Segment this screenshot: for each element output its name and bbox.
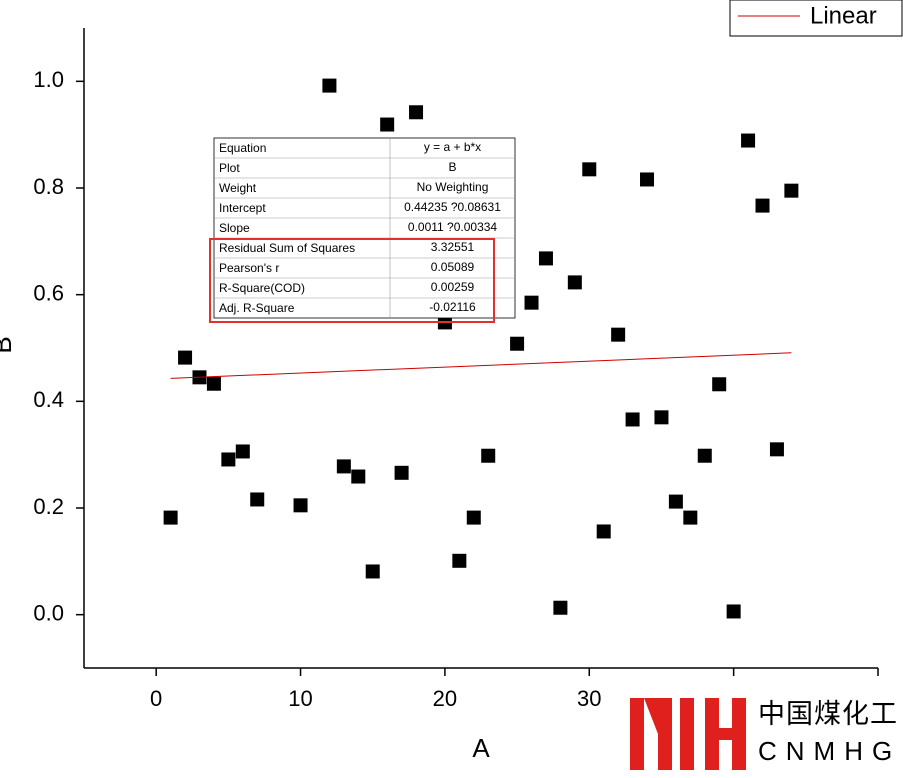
table-cell: R-Square(COD) bbox=[219, 281, 305, 295]
table-cell: 3.32551 bbox=[431, 240, 475, 254]
table-cell: Pearson's r bbox=[219, 261, 279, 275]
y-tick-label: 0.0 bbox=[33, 600, 64, 625]
y-tick-label: 0.8 bbox=[33, 174, 64, 199]
table-cell: Slope bbox=[219, 221, 250, 235]
logo-bridge bbox=[705, 728, 745, 740]
table-cell: Equation bbox=[219, 141, 266, 155]
table-cell: Plot bbox=[219, 161, 240, 175]
table-cell: Weight bbox=[219, 181, 257, 195]
watermark: 中国煤化工 CNMHG bbox=[622, 688, 903, 778]
point bbox=[293, 498, 308, 513]
highlight-box bbox=[209, 238, 495, 323]
table-cell: No Weighting bbox=[417, 180, 489, 194]
point bbox=[365, 564, 380, 579]
y-tick-label: 0.6 bbox=[33, 280, 64, 305]
point bbox=[625, 412, 640, 427]
point bbox=[553, 600, 568, 615]
point bbox=[755, 198, 770, 213]
logo-bar bbox=[630, 698, 644, 770]
watermark-code: CNMHG bbox=[758, 736, 901, 766]
point bbox=[769, 442, 784, 457]
point bbox=[510, 336, 525, 351]
point bbox=[452, 553, 467, 568]
point bbox=[683, 510, 698, 525]
table-cell: Intercept bbox=[219, 201, 266, 215]
x-tick-label: 20 bbox=[433, 686, 457, 711]
point bbox=[351, 469, 366, 484]
point bbox=[654, 410, 669, 425]
table-cell: 0.0011 ?0.00334 bbox=[408, 220, 498, 234]
logo-bar bbox=[680, 698, 694, 770]
logo-shape bbox=[644, 698, 672, 752]
x-axis-label: A bbox=[472, 733, 490, 763]
watermark-name: 中国煤化工 bbox=[758, 699, 898, 729]
y-axis-label: B bbox=[0, 336, 17, 353]
point bbox=[741, 133, 756, 148]
table-cell: Residual Sum of Squares bbox=[219, 241, 355, 255]
point bbox=[596, 524, 611, 539]
table-cell: y = a + b*x bbox=[424, 140, 481, 154]
point bbox=[221, 452, 236, 467]
table-bg bbox=[213, 137, 516, 319]
y-tick-label: 1.0 bbox=[33, 67, 64, 92]
point bbox=[611, 327, 626, 342]
table-cell: -0.02116 bbox=[429, 300, 476, 314]
table-cell: Adj. R-Square bbox=[219, 301, 295, 315]
y-tick-label: 0.2 bbox=[33, 494, 64, 519]
legend-label: Linear bbox=[810, 2, 877, 29]
point bbox=[206, 376, 221, 391]
table-cell: 0.44235 ?0.08631 bbox=[404, 200, 501, 214]
table-cell: 0.00259 bbox=[431, 280, 475, 294]
point bbox=[668, 494, 683, 509]
point bbox=[697, 448, 712, 463]
point bbox=[163, 510, 178, 525]
legend-box bbox=[729, 0, 903, 37]
point bbox=[466, 510, 481, 525]
table-cell: B bbox=[448, 160, 456, 174]
table-cell: 0.05089 bbox=[431, 260, 475, 274]
point bbox=[567, 275, 582, 290]
fit-line bbox=[170, 352, 792, 379]
point bbox=[235, 444, 250, 459]
point bbox=[524, 295, 539, 310]
point bbox=[322, 78, 337, 93]
point bbox=[394, 465, 409, 480]
point bbox=[784, 183, 799, 198]
point bbox=[481, 448, 496, 463]
point bbox=[336, 459, 351, 474]
x-tick-label: 10 bbox=[288, 686, 312, 711]
point bbox=[409, 105, 424, 120]
point bbox=[178, 350, 193, 365]
x-tick-label: 30 bbox=[577, 686, 601, 711]
x-tick-label: 0 bbox=[150, 686, 162, 711]
point bbox=[640, 172, 655, 187]
point bbox=[582, 162, 597, 177]
point bbox=[250, 492, 265, 507]
y-tick-label: 0.4 bbox=[33, 387, 64, 412]
point bbox=[380, 117, 395, 132]
point bbox=[726, 604, 741, 619]
point bbox=[712, 377, 727, 392]
point bbox=[538, 251, 553, 266]
